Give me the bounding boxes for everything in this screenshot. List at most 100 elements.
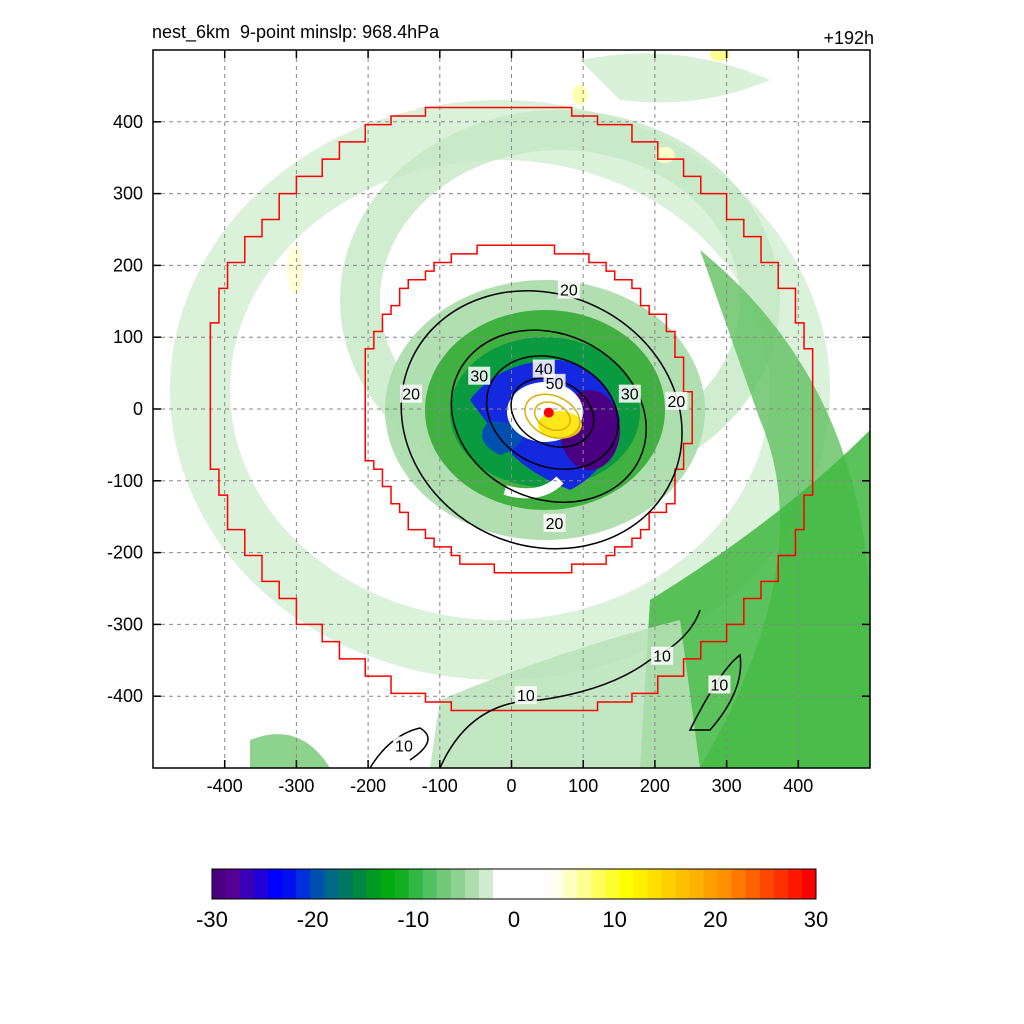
colorbar-swatch (605, 869, 620, 899)
y-tick-label: 0 (133, 399, 143, 419)
contour-label-bg (400, 384, 423, 403)
colorbar-swatch (787, 869, 803, 899)
colorbar-swatch (731, 869, 747, 899)
axes: -400 -300 -200 -100 0 100 200 300 40040030020010… (107, 50, 870, 796)
colorbar-swatch (745, 869, 761, 899)
contour-label: 20 (402, 387, 420, 404)
contour-label-bg (651, 646, 674, 665)
colorbar-swatch (703, 869, 719, 899)
x-tick-label: 200 (640, 776, 670, 796)
contour-label: 10 (395, 738, 413, 755)
colorbar-swatch (436, 869, 452, 899)
contour-label-bg (514, 686, 537, 705)
colorbar-tick-label: 0 (508, 907, 520, 932)
colorbar-tick-label: 20 (703, 907, 727, 932)
colorbar-swatch (338, 869, 353, 899)
colorbar-swatch (478, 869, 494, 899)
y-tick-label: 100 (113, 327, 143, 347)
colorbar-swatch (577, 869, 592, 899)
y-tick-label: 300 (113, 184, 143, 204)
contour-line (510, 377, 595, 448)
colorbar-swatch (408, 869, 424, 899)
colorbar-swatch (689, 869, 705, 899)
contour-line (439, 609, 701, 769)
contour-label: 20 (546, 516, 564, 533)
colorbar-swatch (801, 869, 817, 899)
x-tick-label: -200 (350, 776, 386, 796)
colorbar-swatch (535, 869, 550, 899)
contour-label-bg (468, 366, 491, 385)
colorbar-swatch (394, 869, 410, 899)
colorbar-swatch (422, 869, 438, 899)
contour-label: 10 (653, 649, 671, 666)
colorbar-swatch (226, 869, 241, 899)
rings (209, 106, 814, 712)
contour-label: 10 (711, 677, 729, 694)
x-tick-label: -100 (422, 776, 458, 796)
storm-center-marker (543, 407, 554, 418)
contour-line (485, 355, 619, 471)
colorbar-swatch (521, 869, 536, 899)
colorbar-swatch (549, 869, 564, 899)
colorbar-swatch (268, 869, 283, 899)
colorbar-swatch (310, 869, 325, 899)
colorbar-swatch (506, 869, 522, 899)
contour-label: 30 (621, 387, 639, 404)
colorbar-swatch (282, 869, 297, 899)
contour-label: 20 (560, 283, 578, 300)
colorbar-tick-label: -20 (297, 907, 329, 932)
ring-1 (364, 244, 693, 574)
y-tick-label: -100 (107, 471, 143, 491)
colorbar-tick-label: 30 (804, 907, 828, 932)
colorbar-swatch (633, 869, 648, 899)
colorbar-swatch (380, 869, 396, 899)
x-tick-label: -300 (278, 776, 314, 796)
colorbar-swatch (254, 869, 269, 899)
contour-line (400, 290, 683, 550)
x-tick-label: 400 (783, 776, 813, 796)
contour-label: 20 (668, 394, 686, 411)
colorbar-swatch (324, 869, 339, 899)
contour-label: 30 (470, 369, 488, 386)
ring-0 (209, 106, 814, 712)
colorbar-swatch (647, 869, 662, 899)
y-tick-label: 400 (113, 112, 143, 132)
forecast-hour-label: +192h (823, 28, 874, 48)
y-tick-label: -300 (107, 614, 143, 634)
colorbar-tick-label: -10 (397, 907, 429, 932)
colorbar-swatch (450, 869, 466, 899)
colorbar-frame (211, 868, 817, 900)
chart-title: nest_6km 9-point minslp: 968.4hPa (152, 22, 440, 42)
x-tick-label: 0 (506, 776, 516, 796)
colorbar-swatch (492, 869, 508, 899)
colorbar-swatch (619, 869, 634, 899)
contour-line (533, 401, 571, 432)
contour-label-bg (708, 675, 731, 694)
x-tick-label: -400 (207, 776, 243, 796)
colorbar-swatch (675, 869, 691, 899)
colorbar-swatch (464, 869, 480, 899)
colorbar-swatch (563, 869, 578, 899)
contour-label-bg (618, 384, 641, 403)
y-tick-label: -200 (107, 543, 143, 563)
colorbar-swatch (366, 869, 382, 899)
colorbar: -30 -20 -10 0 10 20 30 (196, 868, 828, 932)
colorbar-swatch (240, 869, 255, 899)
contour-label-bg (543, 373, 566, 392)
colorbar-swatch (591, 869, 606, 899)
contour-line (450, 329, 647, 503)
contour-line (369, 727, 429, 769)
colorbar-swatch (212, 869, 227, 899)
x-tick-label: 100 (568, 776, 598, 796)
contour-label-bg (557, 280, 580, 299)
colorbar-swatch (773, 869, 789, 899)
colorbar-tick-label: 10 (602, 907, 626, 932)
contour-label: 10 (517, 688, 535, 705)
contour-label-bg (665, 391, 688, 410)
contour-label-bg (392, 736, 415, 755)
contour-line (688, 653, 742, 731)
contour-line (524, 393, 581, 439)
colorbar-tick-label: -30 (196, 907, 228, 932)
